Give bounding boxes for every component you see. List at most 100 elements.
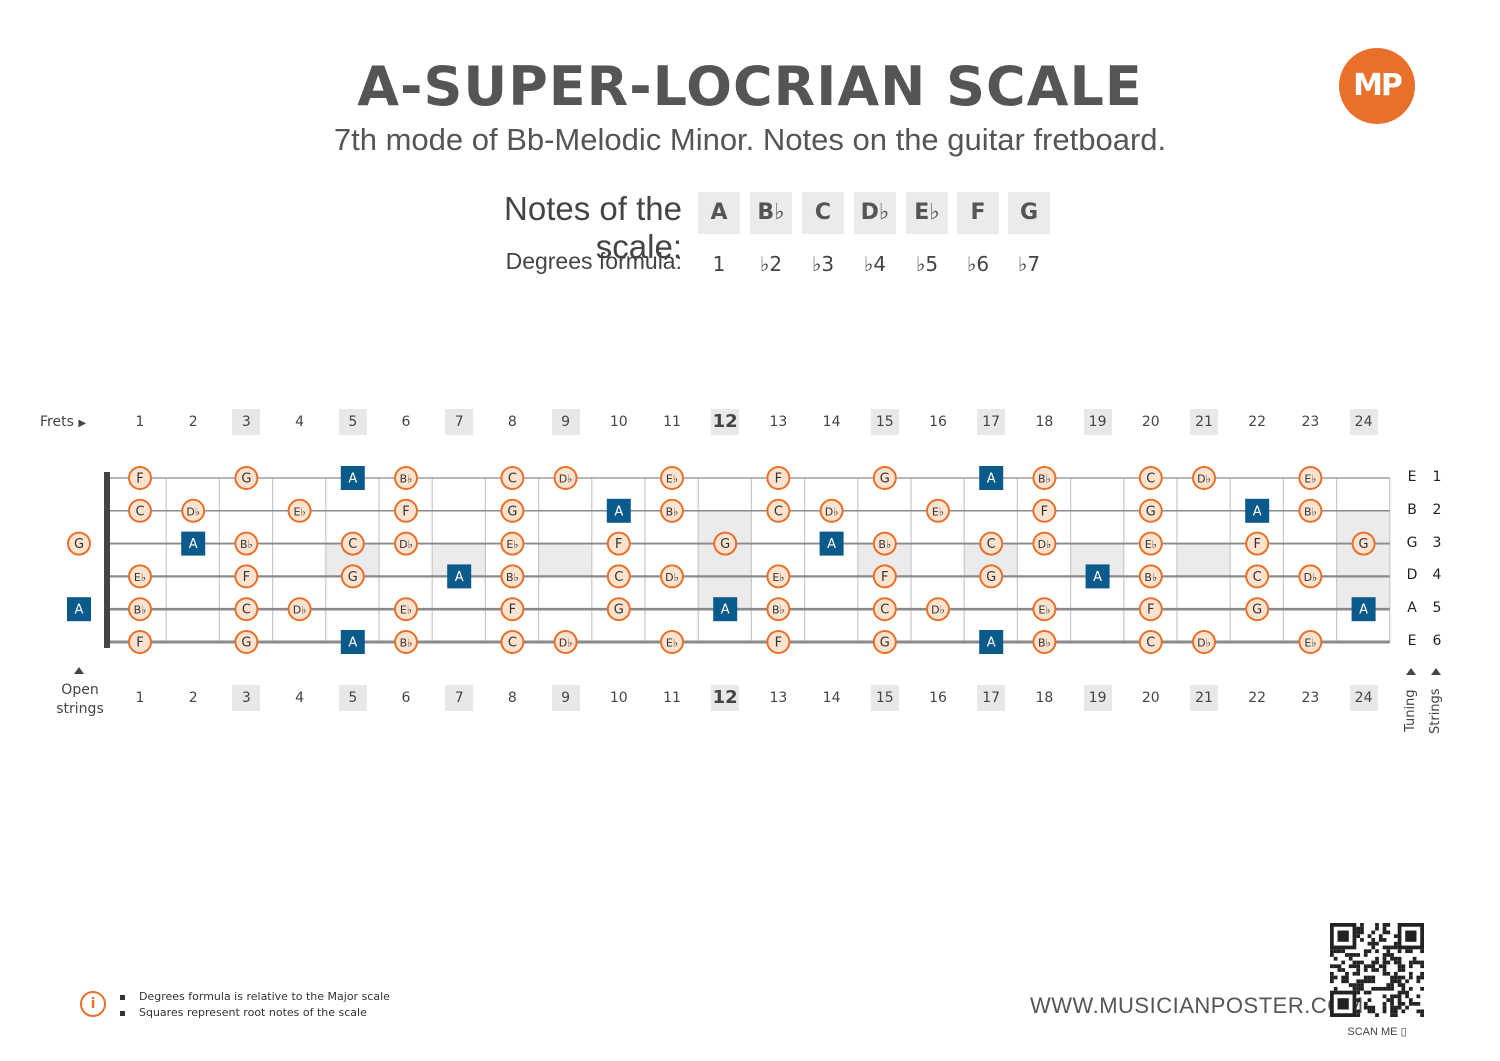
fret-number: 7: [445, 409, 474, 435]
qr-module: [1341, 960, 1346, 965]
fret-number: 11: [663, 414, 681, 430]
qr-module: [1367, 941, 1372, 946]
qr-module: [1405, 949, 1409, 954]
scale-note: A: [698, 192, 740, 234]
fret-number: 17: [977, 685, 1006, 711]
scale-degree: ♭7: [1017, 252, 1041, 276]
qr-module: [1375, 960, 1379, 965]
qr-module: [1363, 1001, 1368, 1006]
qr-module: [1382, 926, 1387, 931]
qr-module: [1390, 956, 1394, 961]
note-circle: [500, 630, 525, 654]
qr-module: [1337, 964, 1342, 969]
note-circle: [1298, 466, 1323, 490]
qr-module: [1397, 998, 1402, 1002]
note-circle: [1192, 630, 1216, 654]
note-label: A: [1359, 603, 1368, 618]
footer-note-1: Degrees formula is relative to the Major…: [120, 990, 390, 1003]
note-circle: [128, 564, 152, 589]
note-label: G: [507, 504, 517, 519]
qr-module: [1375, 1013, 1379, 1017]
note-circle: [819, 498, 844, 523]
note-label: B♭: [506, 571, 519, 584]
arrow-up-icon: [1406, 668, 1416, 675]
bullet-icon: [120, 994, 125, 1000]
qr-module: [1375, 956, 1379, 961]
qr-module: [1412, 960, 1417, 965]
note-label: D♭: [1197, 473, 1211, 486]
notes-label: Notes of the scale:: [504, 190, 682, 265]
scale-note-marker: B♭: [394, 466, 418, 490]
note-circle: [1032, 466, 1057, 490]
qr-module: [1345, 953, 1349, 957]
fret-number: 4: [295, 414, 305, 430]
qr-module: [1393, 945, 1398, 950]
qr-module: [1405, 994, 1409, 999]
qr-module: [1360, 923, 1364, 927]
degrees-label: Degrees formula:: [505, 248, 682, 274]
qr-module: [1378, 964, 1383, 969]
fret-number: 19: [1083, 685, 1112, 711]
website-link[interactable]: WWW.MUSICIANPOSTER.COM: [1030, 993, 1364, 1018]
note-label: B♭: [666, 505, 679, 518]
note-circle: [872, 466, 897, 490]
fret-number: 24: [1349, 409, 1378, 435]
note-label: D♭: [559, 473, 573, 486]
qr-module: [1386, 949, 1391, 954]
qr-module: [1352, 986, 1357, 991]
note-label: C: [242, 603, 251, 618]
footer-note-2-text: Squares represent root notes of the scal…: [139, 1006, 367, 1019]
qr-module: [1382, 964, 1387, 969]
qr-module: [1397, 990, 1402, 995]
qr-code-icon[interactable]: [1330, 923, 1424, 1017]
scale-note-marker: D♭: [1192, 466, 1216, 490]
qr-module: [1386, 945, 1391, 950]
scale-note-marker: C: [340, 531, 365, 556]
scale-degree: ♭3: [811, 252, 835, 276]
qr-module: [1397, 949, 1402, 954]
note-label: E♭: [666, 637, 678, 650]
note-circle: [287, 597, 312, 622]
qr-module: [1360, 930, 1364, 935]
root-square: [979, 466, 1004, 490]
note-circle: [1298, 564, 1323, 589]
root-note: A: [340, 466, 365, 490]
note-circle: [1138, 630, 1163, 654]
scale-degree: ♭4: [863, 252, 887, 276]
qr-module: [1401, 1009, 1406, 1014]
note-circle: [1032, 498, 1057, 523]
note-circle: [234, 466, 259, 490]
qr-module: [1363, 968, 1368, 972]
qr-module: [1382, 930, 1387, 935]
root-note: A: [1085, 564, 1110, 589]
qr-module: [1408, 971, 1413, 976]
qr-module: [1367, 964, 1372, 969]
note-circle: [1138, 466, 1163, 490]
qr-module: [1401, 983, 1406, 987]
scale-note-marker: B♭: [660, 498, 684, 523]
note-label: A: [189, 537, 198, 552]
qr-module: [1375, 986, 1379, 991]
fret-number: 10: [609, 690, 628, 706]
root-square: [340, 466, 365, 490]
note-circle: [67, 531, 91, 556]
qr-module: [1360, 983, 1364, 987]
fret-number: 11: [663, 690, 681, 706]
qr-module: [1348, 964, 1353, 969]
scale-note-marker: C: [872, 597, 897, 622]
qr-module: [1371, 975, 1376, 980]
qr-module: [1330, 975, 1334, 980]
note-label: F: [136, 472, 143, 487]
qr-module: [1367, 979, 1372, 984]
root-note: A: [819, 531, 844, 556]
qr-module: [1330, 971, 1334, 976]
scale-note-marker: C: [500, 466, 525, 490]
scale-note-marker: C: [128, 498, 152, 523]
note-label: A: [455, 570, 464, 585]
note-label: B♭: [240, 538, 253, 551]
fret-number: 3: [232, 409, 261, 435]
qr-module: [1420, 1009, 1424, 1014]
qr-module: [1393, 994, 1398, 999]
note-circle: [1245, 597, 1270, 622]
note-circle: [500, 531, 525, 556]
